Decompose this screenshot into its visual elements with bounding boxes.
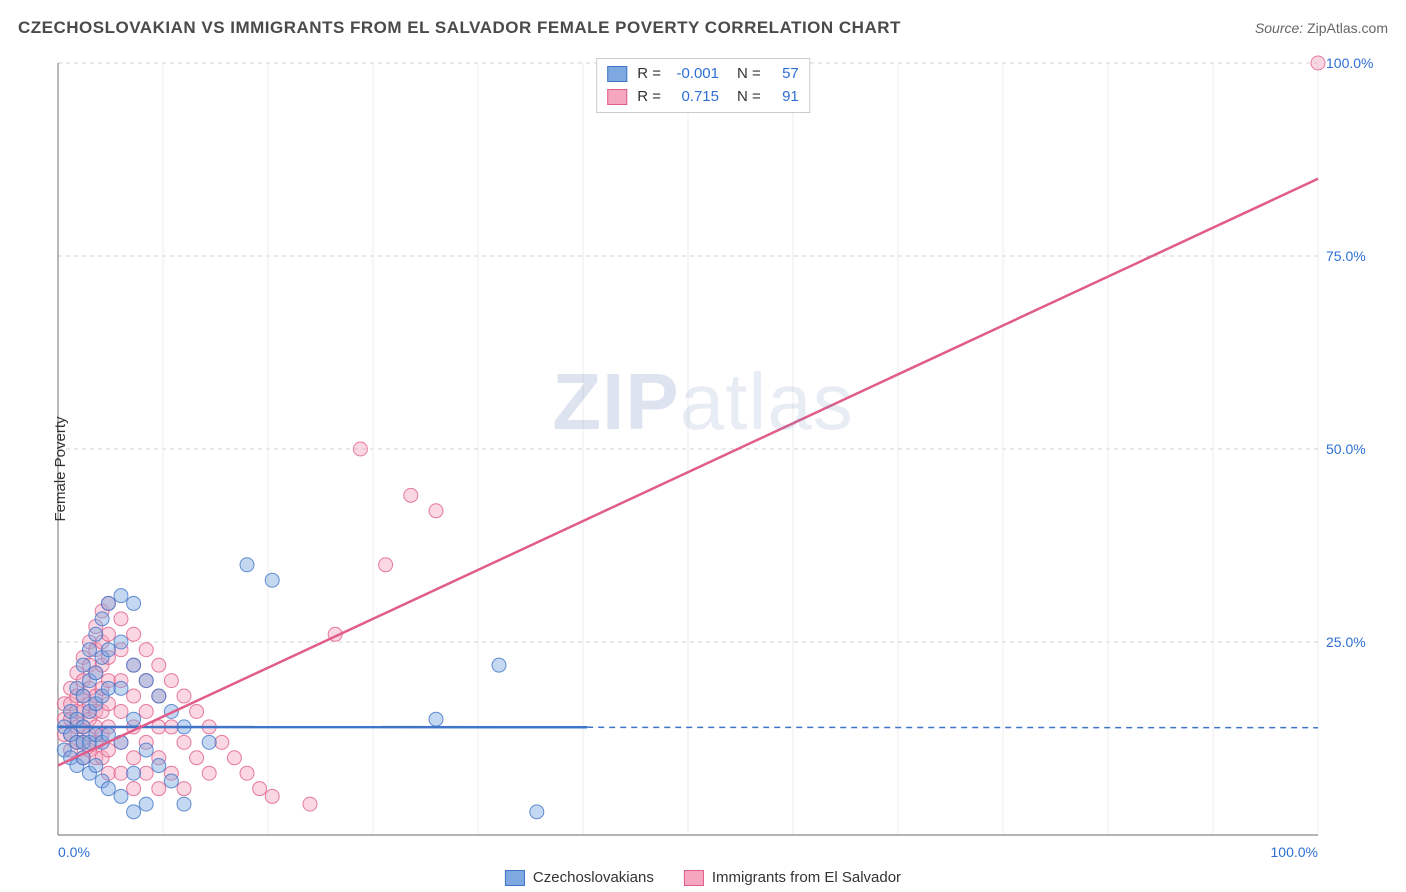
- stats-row-1: R = -0.001 N = 57: [607, 63, 799, 86]
- svg-text:100.0%: 100.0%: [1271, 844, 1318, 860]
- n-label-2: N =: [737, 86, 761, 109]
- n-value-2: 91: [771, 86, 799, 109]
- svg-text:75.0%: 75.0%: [1326, 248, 1366, 264]
- legend-label-2: Immigrants from El Salvador: [712, 869, 901, 886]
- scatter-chart: 25.0% 50.0% 75.0% 100.0% 0.0% 100.0%: [18, 55, 1388, 875]
- swatch-series-1: [607, 66, 627, 82]
- source-value: ZipAtlas.com: [1307, 20, 1388, 36]
- chart-container: Female Poverty ZIPatlas 25.0%50.0%75.0%1…: [18, 55, 1388, 882]
- r-value-2: 0.715: [671, 86, 719, 109]
- n-label-1: N =: [737, 63, 761, 86]
- series-legend: Czechoslovakians Immigrants from El Salv…: [505, 869, 901, 886]
- n-value-1: 57: [771, 63, 799, 86]
- stats-row-2: R = 0.715 N = 91: [607, 86, 799, 109]
- legend-item-2: Immigrants from El Salvador: [684, 869, 901, 886]
- chart-title: CZECHOSLOVAKIAN VS IMMIGRANTS FROM EL SA…: [18, 18, 901, 38]
- stats-legend: R = -0.001 N = 57 R = 0.715 N = 91: [596, 58, 810, 113]
- svg-text:25.0%: 25.0%: [1326, 634, 1366, 650]
- legend-label-1: Czechoslovakians: [533, 869, 654, 886]
- legend-swatch-1: [505, 870, 525, 886]
- r-label-2: R =: [637, 86, 661, 109]
- svg-text:50.0%: 50.0%: [1326, 441, 1366, 457]
- legend-swatch-2: [684, 870, 704, 886]
- swatch-series-2: [607, 89, 627, 105]
- legend-item-1: Czechoslovakians: [505, 869, 654, 886]
- y-axis-label: Female Poverty: [52, 416, 69, 521]
- source-attribution: Source: ZipAtlas.com: [1255, 20, 1388, 36]
- svg-text:0.0%: 0.0%: [58, 844, 90, 860]
- source-label: Source:: [1255, 20, 1303, 36]
- svg-text:100.0%: 100.0%: [1326, 55, 1373, 71]
- r-label-1: R =: [637, 63, 661, 86]
- r-value-1: -0.001: [671, 63, 719, 86]
